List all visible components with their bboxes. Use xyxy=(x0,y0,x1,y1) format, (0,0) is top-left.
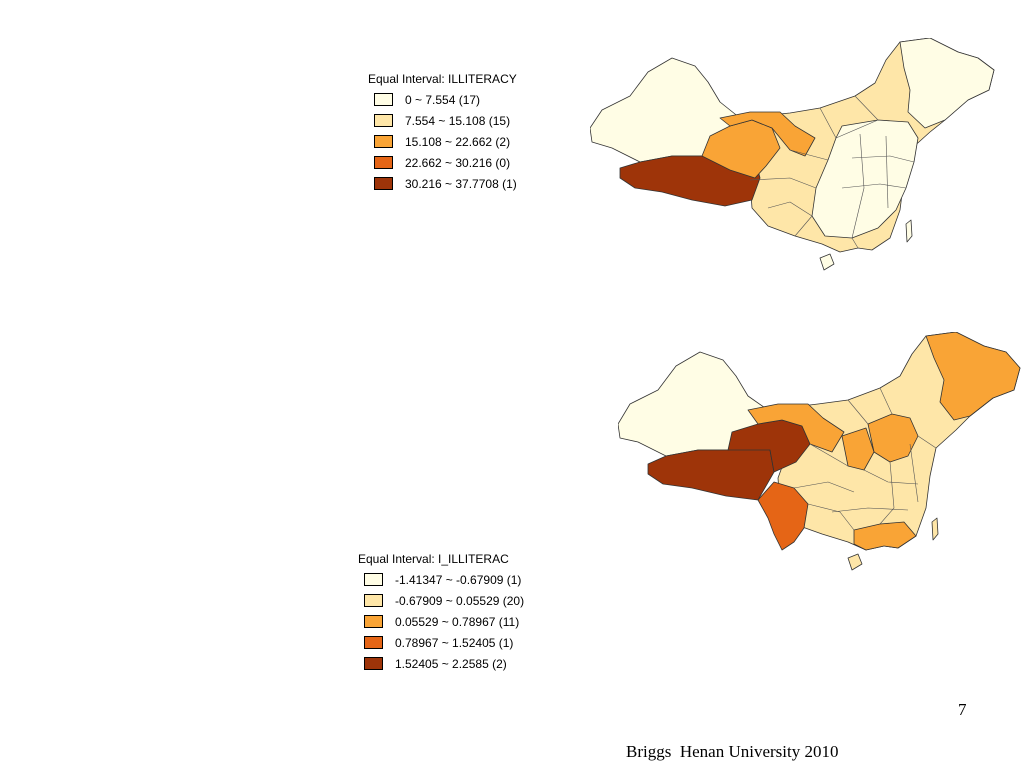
legend-illiteracy: Equal Interval: ILLITERACY 0 ~ 7.554 (17… xyxy=(368,72,517,194)
province-border xyxy=(863,469,919,485)
province-border xyxy=(807,503,855,531)
province-border xyxy=(793,481,855,493)
legend-label: -1.41347 ~ -0.67909 (1) xyxy=(395,572,522,587)
province-border xyxy=(847,399,869,425)
map-illiteracy-svg xyxy=(590,38,995,271)
legend-class: 30.216 ~ 37.7708 (1) xyxy=(368,173,517,194)
legend-title: Equal Interval: I_ILLITERAC xyxy=(358,552,509,566)
map-region xyxy=(925,332,1021,421)
legend-label: 0.05529 ~ 0.78967 (11) xyxy=(395,614,520,629)
page-number: 7 xyxy=(958,700,967,719)
legend-title: Equal Interval: ILLITERACY xyxy=(368,72,517,86)
map-region xyxy=(931,517,939,541)
map-region xyxy=(811,119,919,239)
map-region xyxy=(757,481,809,551)
province-border xyxy=(909,443,919,503)
map-region xyxy=(899,38,995,129)
map-region xyxy=(841,427,875,471)
province-border xyxy=(917,435,937,449)
province-border xyxy=(879,387,893,415)
legend-swatch xyxy=(374,93,393,106)
legend-i-illiterac: Equal Interval: I_ILLITERAC -1.41347 ~ -… xyxy=(358,552,524,674)
legend-class: -1.41347 ~ -0.67909 (1) xyxy=(358,569,524,590)
legend-swatch xyxy=(374,135,393,148)
province-border xyxy=(851,155,915,163)
legend-swatch xyxy=(374,177,393,190)
legend-label: -0.67909 ~ 0.05529 (20) xyxy=(395,593,525,608)
legend-class: 1.52405 ~ 2.2585 (2) xyxy=(358,653,524,674)
legend-swatch xyxy=(374,114,393,127)
legend-class: 15.108 ~ 22.662 (2) xyxy=(368,131,517,152)
map-region xyxy=(747,403,845,453)
legend-class: -0.67909 ~ 0.05529 (20) xyxy=(358,590,524,611)
legend-class: 7.554 ~ 15.108 (15) xyxy=(368,110,517,131)
province-border xyxy=(879,461,895,525)
legend-label: 15.108 ~ 22.662 (2) xyxy=(405,134,511,149)
legend-class: 0.05529 ~ 0.78967 (11) xyxy=(358,611,524,632)
province-border xyxy=(819,107,879,139)
legend-swatch xyxy=(364,615,383,628)
map-region xyxy=(701,119,781,179)
province-border xyxy=(749,177,817,189)
province-border xyxy=(851,133,865,239)
legend-label: 0 ~ 7.554 (17) xyxy=(405,92,481,107)
province-border xyxy=(851,237,859,249)
legend-label: 7.554 ~ 15.108 (15) xyxy=(405,113,511,128)
map-i-illiterac xyxy=(618,332,1024,574)
province-border xyxy=(885,135,889,209)
legend-label: 0.78967 ~ 1.52405 (1) xyxy=(395,635,514,650)
map-i-illiterac-svg xyxy=(618,332,1021,571)
legend-label: 22.662 ~ 30.216 (0) xyxy=(405,155,511,170)
legend-swatch xyxy=(374,156,393,169)
province-border xyxy=(809,443,849,467)
legend-label: 30.216 ~ 37.7708 (1) xyxy=(405,176,517,191)
footer-text: Briggs Henan University 2010 xyxy=(626,742,839,761)
map-region xyxy=(853,521,917,551)
map-region xyxy=(905,219,913,243)
province-border xyxy=(789,149,829,161)
legend-label: 1.52405 ~ 2.2585 (2) xyxy=(395,656,507,671)
map-region xyxy=(819,253,835,271)
legend-class: 22.662 ~ 30.216 (0) xyxy=(368,152,517,173)
map-region xyxy=(867,413,919,463)
legend-swatch xyxy=(364,636,383,649)
province-border xyxy=(854,95,879,121)
province-border xyxy=(767,201,813,237)
province-border xyxy=(841,183,907,189)
legend-class: 0 ~ 7.554 (17) xyxy=(368,89,517,110)
legend-class: 0.78967 ~ 1.52405 (1) xyxy=(358,632,524,653)
map-illiteracy xyxy=(590,38,1002,276)
legend-swatch xyxy=(364,573,383,586)
legend-swatch xyxy=(364,594,383,607)
province-border xyxy=(831,507,909,513)
legend-swatch xyxy=(364,657,383,670)
map-region xyxy=(719,111,816,157)
map-region xyxy=(847,553,863,571)
